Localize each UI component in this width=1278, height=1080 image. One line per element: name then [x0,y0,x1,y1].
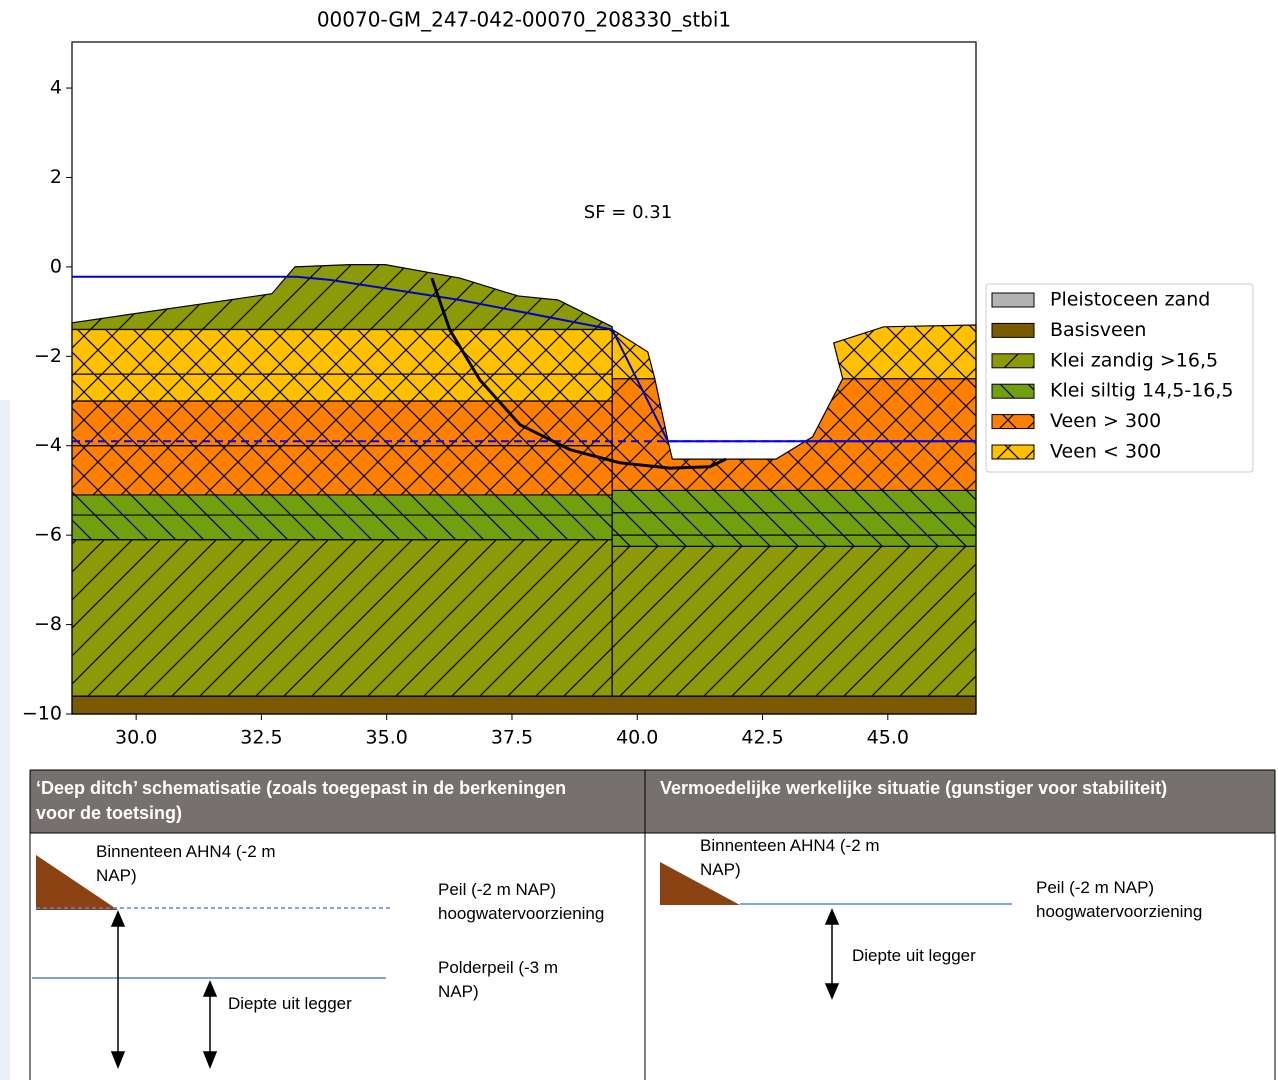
cell-label: Peil (-2 m NAP) hoogwatervoorziening [438,878,643,926]
legend-label: Klei siltig 14,5-16,5 [1050,380,1234,402]
layer-hatch [72,401,612,446]
annotation: SF = 0.31 [584,202,672,223]
layer-hatch [72,374,612,401]
y-tick-label: −10 [22,703,62,725]
x-tick-label: 42.5 [741,727,783,749]
soil-layer [72,696,976,714]
cell-label: Binnenteen AHN4 (-2 m NAP) [96,840,296,888]
cell-label: Binnenteen AHN4 (-2 m NAP) [700,834,900,882]
legend-label: Veen < 300 [1050,441,1161,463]
legend-swatch [992,293,1034,307]
table-header-text: ‘Deep ditch’ schematisatie (zoals toegep… [36,776,596,826]
layer-hatch [834,325,976,379]
layer-hatch [612,535,976,546]
page: {"chart_data": {"type": "soil-profile", … [0,0,1278,1080]
y-tick-label: 0 [50,255,62,277]
cell-label: Peil (-2 m NAP) hoogwatervoorziening [1036,876,1241,924]
legend-hatch [992,445,1034,459]
x-tick-label: 40.0 [616,727,658,749]
layer-hatch [72,515,612,540]
y-tick-label: −4 [34,434,62,456]
legend-hatch [992,354,1034,368]
y-tick-label: −8 [34,613,62,635]
y-tick-label: −6 [34,524,62,546]
legend-label: Veen > 300 [1050,410,1161,432]
legend-swatch [992,323,1034,337]
y-tick-label: 4 [50,77,62,99]
legend-hatch [992,415,1034,429]
x-tick-label: 37.5 [491,727,533,749]
plot [72,265,976,714]
cell-label: Polderpeil (-3 m NAP) [438,956,588,1004]
legend-hatch [992,384,1034,398]
x-tick-label: 35.0 [366,727,408,749]
cell-label: Diepte uit legger [852,944,1052,968]
x-tick-label: 30.0 [115,727,157,749]
legend-label: Klei zandig >16,5 [1050,349,1218,371]
layer-hatch [72,329,612,374]
legend-label: Pleistoceen zand [1050,289,1210,311]
legend-label: Basisveen [1050,319,1146,341]
chart-title: 00070-GM_247-042-00070_208330_stbi1 [317,8,731,32]
table-header-text: Vermoedelijke werkelijke situatie (gunst… [660,776,1220,801]
y-tick-label: −2 [34,345,62,367]
layer-hatch [72,495,612,515]
layer-hatch [612,546,976,696]
x-tick-label: 32.5 [240,727,282,749]
cell-label: Diepte uit legger [228,992,428,1016]
side-strip [0,400,10,1080]
x-tick-label: 45.0 [867,727,909,749]
layer-hatch [72,540,612,696]
layer-hatch [612,490,976,512]
y-tick-label: 2 [50,166,62,188]
layer-hatch [612,513,976,535]
layer-hatch [72,446,612,495]
